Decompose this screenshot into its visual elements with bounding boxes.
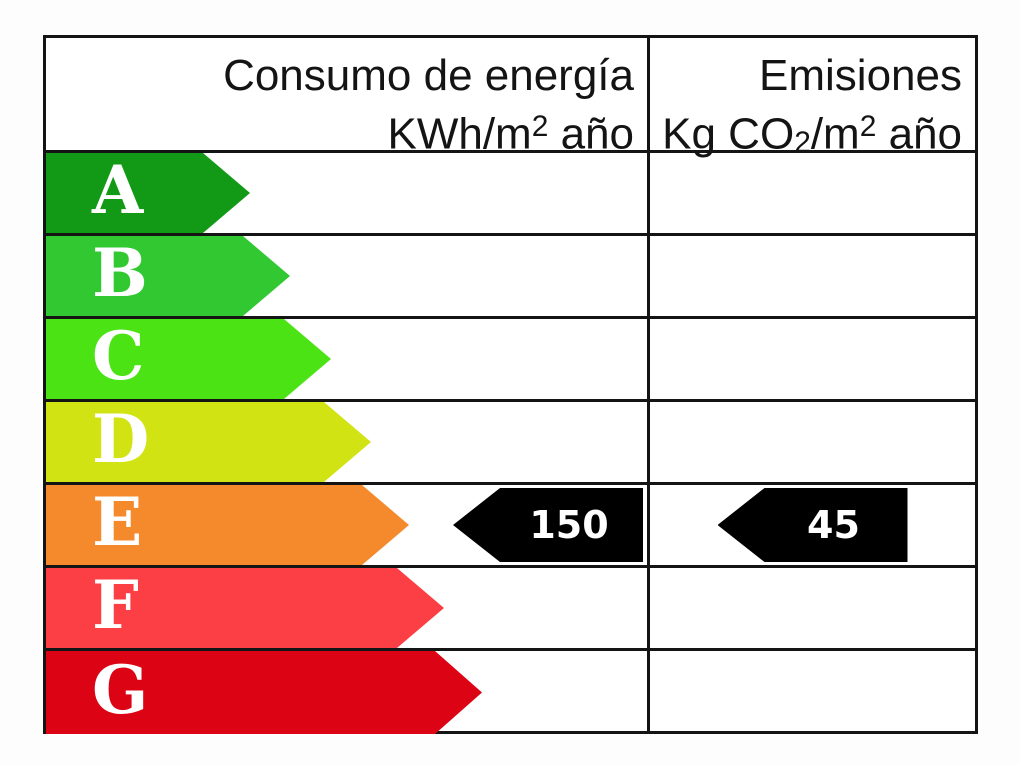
consumption-cell-C: C xyxy=(46,319,650,399)
rating-arrow-C: C xyxy=(46,319,331,399)
consumption-cell-A: A xyxy=(46,153,650,233)
rating-row-F: F xyxy=(46,568,975,651)
emissions-cell-B xyxy=(650,236,975,316)
emissions-cell-F xyxy=(650,568,975,648)
emissions-unit: Kg CO2/m2 año xyxy=(662,109,962,160)
squared-exponent: 2 xyxy=(859,110,877,143)
consumption-cell-F: F xyxy=(46,568,650,648)
rating-letter-A: A xyxy=(92,151,144,229)
emissions-cell-A xyxy=(650,153,975,233)
emissions-cell-D xyxy=(650,402,975,482)
rating-letter-D: D xyxy=(92,400,150,478)
emissions-header: Emisiones Kg CO2/m2 año xyxy=(650,38,975,159)
emissions-cell-C xyxy=(650,319,975,399)
rating-row-B: B xyxy=(46,236,975,319)
rating-letter-C: C xyxy=(92,317,145,395)
emissions-title: Emisiones xyxy=(759,51,962,100)
rating-row-G: G xyxy=(46,651,975,734)
rating-arrow-F: F xyxy=(46,568,444,648)
consumption-cell-G: G xyxy=(46,651,650,734)
rating-arrow-B: B xyxy=(46,236,290,316)
rating-letter-E: E xyxy=(92,483,143,561)
consumption-header: Consumo de energía KWh/m2 año xyxy=(46,38,650,159)
consumption-value-arrow: 150 xyxy=(453,488,643,562)
emissions-value-arrow: 45 xyxy=(717,488,908,562)
rating-row-A: A xyxy=(46,153,975,236)
emissions-value: 45 xyxy=(807,503,860,547)
rating-row-C: C xyxy=(46,319,975,402)
header-row: Consumo de energía KWh/m2 año Emisiones … xyxy=(46,38,975,159)
consumption-title: Consumo de energía xyxy=(223,51,634,100)
consumption-cell-B: B xyxy=(46,236,650,316)
consumption-value: 150 xyxy=(529,503,609,547)
rating-arrow-G: G xyxy=(46,651,482,734)
certificate-table: Consumo de energía KWh/m2 año Emisiones … xyxy=(43,35,978,734)
emissions-cell-E: 45 xyxy=(650,485,975,565)
rating-letter-G: G xyxy=(92,650,149,729)
rating-arrow-E: E xyxy=(46,485,409,565)
consumption-unit: KWh/m2 año xyxy=(387,109,634,159)
rating-rows: A B C D E 150 45 F G xyxy=(46,153,975,734)
rating-row-D: D xyxy=(46,402,975,485)
emissions-cell-G xyxy=(650,651,975,734)
squared-exponent: 2 xyxy=(531,110,549,143)
consumption-cell-D: D xyxy=(46,402,650,482)
co2-subscript: 2 xyxy=(794,126,811,160)
rating-arrow-D: D xyxy=(46,402,371,482)
rating-letter-B: B xyxy=(92,234,148,312)
rating-letter-F: F xyxy=(92,566,139,644)
rating-row-E: E 150 45 xyxy=(46,485,975,568)
rating-arrow-A: A xyxy=(46,153,250,233)
consumption-cell-E: E 150 xyxy=(46,485,650,565)
